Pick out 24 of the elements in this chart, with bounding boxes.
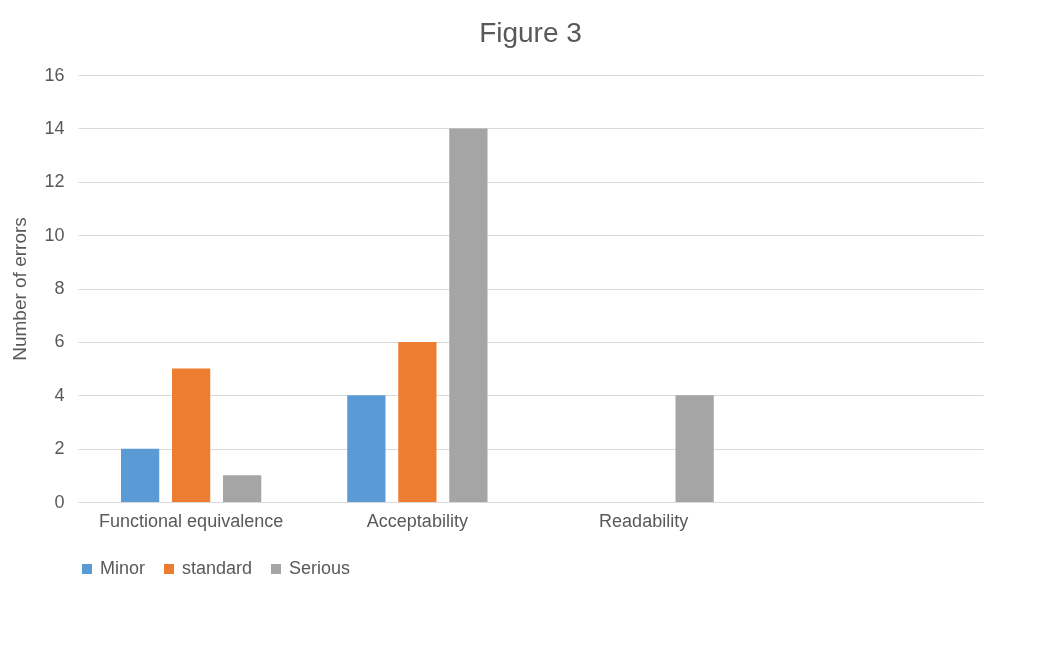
legend-label: standard [182,558,253,578]
x-tick-label: Functional equivalence [99,510,284,531]
bar [398,341,437,502]
y-tick-label: 6 [54,331,65,352]
chart-title: Figure 3 [479,17,582,48]
x-tick-label: Readability [599,510,689,531]
bar [172,368,211,502]
legend-label: Serious [289,558,351,578]
y-tick-label: 12 [44,171,65,192]
y-axis-title: Number of errors [9,217,31,361]
y-tick-label: 16 [44,64,65,85]
bar [347,395,386,502]
bar [223,475,262,502]
y-tick-label: 0 [54,491,65,512]
y-tick-label: 10 [44,224,65,245]
bar [120,448,160,502]
bar [675,395,714,502]
legend-label: Minor [100,558,146,578]
y-tick-label: 8 [54,278,65,298]
bar [449,128,488,502]
y-tick-label: 14 [44,117,65,138]
x-tick-label: Acceptability [366,510,468,531]
y-tick-label: 4 [54,384,65,405]
y-tick-label: 2 [54,438,65,459]
